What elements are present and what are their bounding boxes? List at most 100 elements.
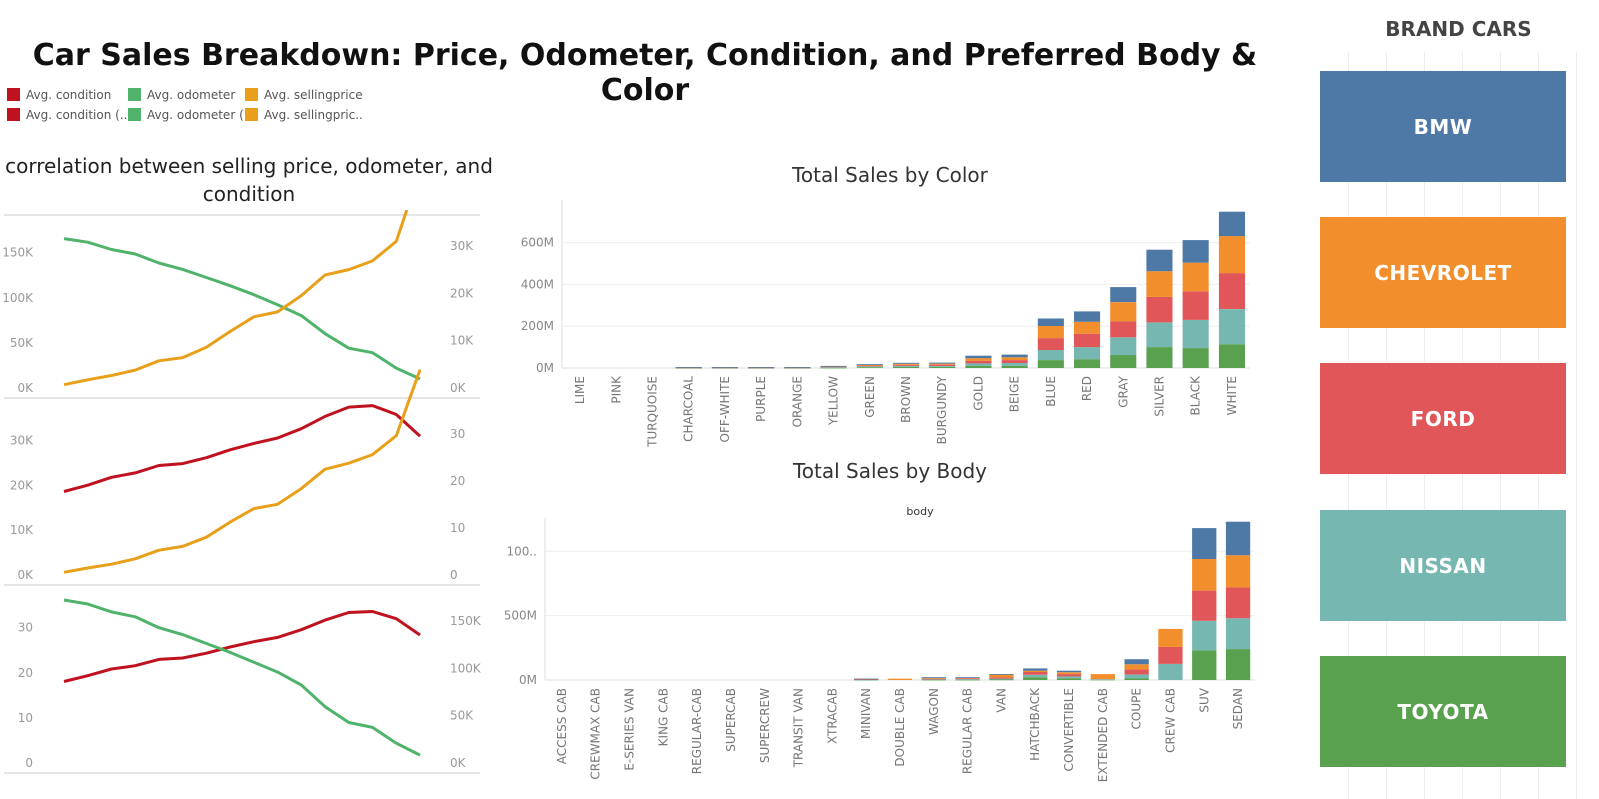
brand-tile-ford[interactable]: FORD — [1320, 363, 1566, 474]
bar-segment-ford — [1225, 587, 1251, 619]
right-axis-tick-label: 10 — [450, 521, 465, 535]
x-axis-tick-label: E-SERIES VAN — [623, 688, 637, 771]
bar-segment-ford — [1146, 296, 1173, 323]
x-axis-tick-label: RED — [1080, 376, 1094, 401]
left-axis-tick-label: 30 — [18, 621, 33, 635]
brand-tile-toyota[interactable]: TOYOTA — [1320, 656, 1566, 767]
brand-tile-bmw[interactable]: BMW — [1320, 71, 1566, 182]
bar-segment-nissan — [965, 363, 992, 366]
legend-item-condition[interactable]: Avg. condition — [7, 88, 111, 102]
x-axis-tick-label: SILVER — [1152, 376, 1166, 417]
page-title: Car Sales Breakdown: Price, Odometer, Co… — [32, 38, 1258, 108]
left-axis-tick-label: 20K — [10, 478, 34, 492]
bar-segment-toyota — [989, 679, 1014, 681]
x-axis-tick-label: BLACK — [1189, 375, 1203, 416]
bar-segment-nissan — [1158, 663, 1183, 680]
bar-segment-toyota — [921, 679, 946, 681]
bar-segment-nissan — [989, 678, 1014, 680]
x-axis-tick-label: REGULAR-CAB — [690, 688, 704, 774]
bar-segment-ford — [893, 364, 920, 366]
x-axis-tick-label: BROWN — [899, 376, 913, 423]
legend-item-condition-2[interactable]: Avg. condition (.. — [7, 108, 127, 122]
bar-segment-nissan — [1192, 620, 1217, 651]
x-axis-tick-label: REGULAR CAB — [961, 688, 975, 774]
left-axis-tick-label: 10K — [10, 523, 34, 537]
bar-segment-toyota — [1192, 650, 1217, 680]
x-axis-tick-label: CREW CAB — [1163, 688, 1177, 753]
x-axis-tick-label: KING CAB — [656, 688, 670, 746]
x-axis-tick-label: PINK — [609, 375, 623, 404]
bar-segment-chevrolet — [921, 678, 946, 679]
bar-segment-chevrolet — [1146, 271, 1173, 297]
bar-segment-chevrolet — [1037, 326, 1064, 339]
bar-segment-bmw — [893, 362, 920, 364]
left-axis-tick-label: 150K — [2, 246, 34, 260]
legend-item-sellingprice[interactable]: Avg. sellingprice — [245, 88, 363, 102]
x-axis-tick-label: COUPE — [1130, 688, 1144, 729]
x-axis-tick-label: SUV — [1197, 687, 1211, 712]
legend-swatch — [7, 108, 20, 121]
bar-segment-ford — [921, 678, 946, 680]
bar-segment-ford — [1023, 672, 1048, 675]
bar-segment-bmw — [1182, 240, 1209, 263]
legend-label: Avg. condition (.. — [26, 108, 128, 122]
legend-item-odometer-2[interactable]: Avg. odometer (.. — [128, 108, 251, 122]
bar-segment-nissan — [1218, 309, 1245, 345]
bar-segment-ford — [1158, 646, 1183, 664]
x-axis-tick-label: VAN — [994, 688, 1008, 713]
bar-segment-bmw — [1056, 670, 1082, 673]
bar-segment-nissan — [1090, 679, 1115, 680]
x-axis-tick-label: BURGUNDY — [935, 375, 949, 444]
bar-segment-bmw — [1225, 521, 1251, 556]
bar-segment-ford — [1001, 360, 1028, 363]
x-axis-tick-label: LIME — [573, 376, 587, 404]
x-axis-tick-label: TURQUOISE — [646, 376, 660, 448]
bar-segment-toyota — [1218, 344, 1245, 368]
x-axis-tick-label: WAGON — [927, 688, 941, 735]
legend-swatch — [128, 88, 141, 101]
bar-segment-nissan — [921, 679, 946, 680]
bar-segment-nissan — [1001, 363, 1028, 366]
bar-segment-chevrolet — [1218, 236, 1245, 274]
bar-segment-bmw — [1037, 318, 1064, 326]
x-axis-tick-label: ACCESS CAB — [555, 688, 569, 764]
legend-label: Avg. odometer — [147, 88, 236, 102]
bar-segment-bmw — [711, 367, 738, 368]
bar-segment-ford — [1182, 291, 1209, 320]
bar-segment-bmw — [965, 355, 992, 359]
left-axis-tick-label: 100K — [2, 291, 34, 305]
bar-segment-nissan — [856, 366, 883, 368]
x-axis-tick-label: MINIVAN — [859, 688, 873, 739]
x-axis-tick-label: HATCHBACK — [1028, 687, 1042, 761]
bar-segment-nissan — [1056, 676, 1082, 679]
series-line-sellingprice — [63, 210, 409, 387]
bar-segment-bmw — [820, 365, 847, 367]
left-axis-tick-label: 50K — [10, 336, 34, 350]
bar-segment-ford — [1056, 674, 1082, 677]
x-axis-tick-label: EXTENDED CAB — [1096, 688, 1110, 782]
brand-tile-chevrolet[interactable]: CHEVROLET — [1320, 217, 1566, 328]
bar-segment-bmw — [856, 364, 883, 365]
correlation-chart: 0K50K100K150K0K10K20K30K0K10K20K30K01020… — [2, 210, 482, 774]
bar-segment-chevrolet — [1110, 302, 1137, 322]
bar-segment-toyota — [1146, 347, 1173, 368]
bar-segment-bmw — [675, 367, 702, 368]
legend-swatch — [128, 108, 141, 121]
right-axis-tick-label: 0 — [450, 568, 458, 582]
bar-segment-ford — [989, 677, 1014, 679]
bar-segment-toyota — [1124, 678, 1149, 680]
bar-segment-bmw — [1023, 668, 1048, 671]
x-axis-tick-label: GREEN — [863, 376, 877, 418]
bar-segment-bmw — [854, 678, 879, 680]
legend-item-odometer[interactable]: Avg. odometer — [128, 88, 235, 102]
bar-segment-bmw — [784, 367, 811, 368]
bar-segment-chevrolet — [1074, 321, 1101, 334]
right-axis-tick-label: 30 — [450, 427, 465, 441]
bar-segment-bmw — [1218, 211, 1245, 237]
right-axis-tick-label: 30K — [450, 239, 474, 253]
bar-segment-ford — [929, 364, 956, 366]
y-axis-tick-label: 0M — [536, 361, 554, 375]
legend-item-sellingprice-2[interactable]: Avg. sellingpric.. — [245, 108, 363, 122]
right-axis-tick-label: 20K — [450, 286, 474, 300]
brand-tile-nissan[interactable]: NISSAN — [1320, 510, 1566, 621]
